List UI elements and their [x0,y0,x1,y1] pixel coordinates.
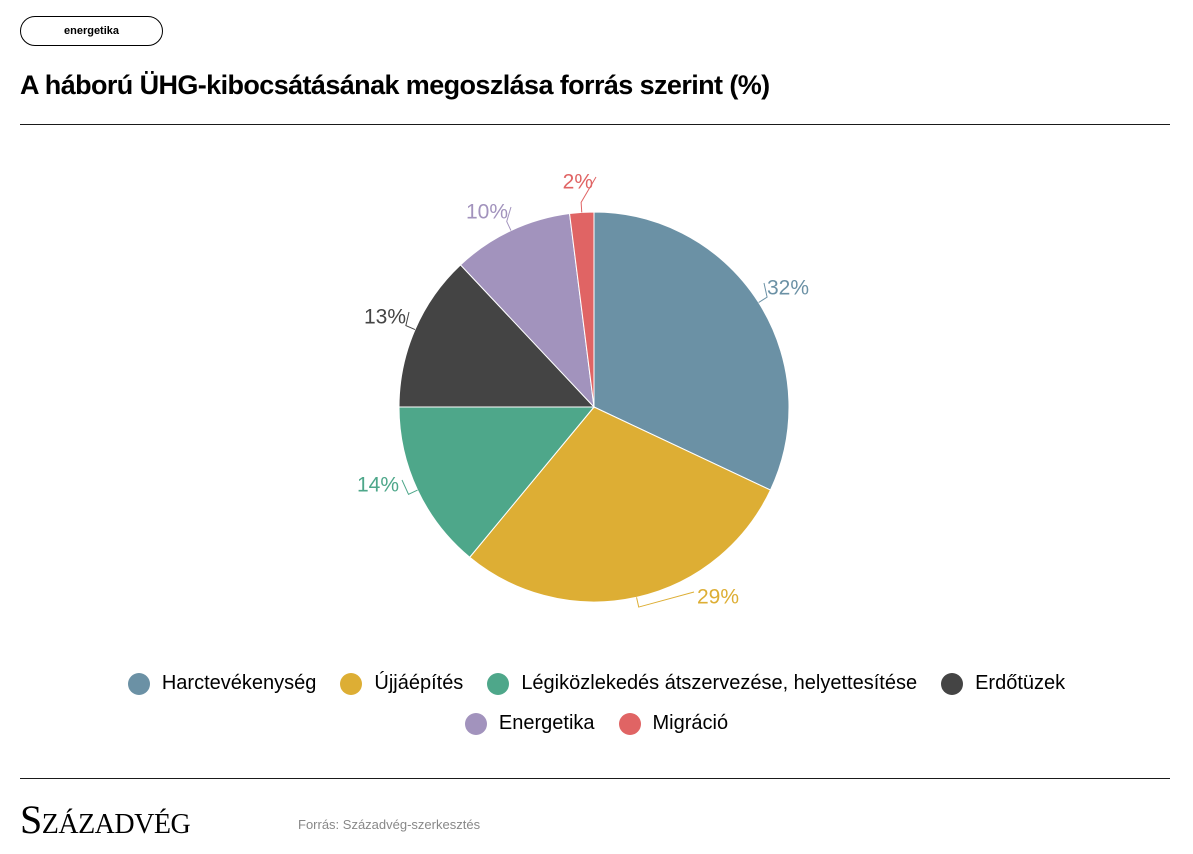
legend-label: Légiközlekedés átszervezése, helyettesít… [521,672,918,694]
legend-label: Újjáépítés [374,672,464,694]
pie-slices [398,211,790,603]
leader-line-legikozlekedes-atszervezese-helyettesitese [401,479,418,495]
legend-swatch [941,672,964,695]
leader-line-harctevekenyseg [758,282,768,303]
legend-label: Erdőtüzek [975,672,1066,694]
legend-swatch [487,672,510,695]
legend-swatch [464,712,487,735]
pie-chart: 32% 29% 14% 13% 10% 2% [357,171,809,609]
pie-slice-legikozlekedes-atszervezese-helyettesitese[interactable] [398,406,596,558]
pie-slice-ujjaepites[interactable] [468,406,772,603]
category-tag[interactable]: energetika [20,16,163,46]
legend-item-legikozlekedes-atszervezese-helyettesitese[interactable]: Légiközlekedés átszervezése, helyettesít… [487,672,917,695]
leader-line-ujjaepites [636,591,695,608]
category-tag-label: energetika [63,25,120,37]
value-label-harctevekenyseg: 32% [767,277,809,300]
leader-line-erdotuzek [405,311,416,331]
chart-title: A háború ÜHG-kibocsátásának megoszlása f… [20,70,770,100]
legend-row-2: Energetika Migráció [0,712,1193,735]
value-label-migracio: 2% [563,171,593,194]
legend-swatch [618,712,641,735]
leader-line-migracio [580,176,597,213]
label-leader-lines [401,176,768,608]
value-label-erdotuzek: 13% [364,306,406,329]
legend-item-energetika[interactable]: Energetika [464,712,595,735]
legend-item-migracio[interactable]: Migráció [618,712,729,735]
pie-slice-migracio[interactable] [569,211,595,408]
legend-swatch [127,672,150,695]
legend-item-ujjaepites[interactable]: Újjáépítés [340,672,463,695]
pie-slice-harctevekenyseg[interactable] [593,211,790,491]
source-note: Forrás: Századvég-szerkesztés [298,817,481,832]
slice-value-labels: 32% 29% 14% 13% 10% 2% [357,171,809,609]
legend-item-erdotuzek[interactable]: Erdőtüzek [941,672,1065,695]
legend-item-harctevekenyseg[interactable]: Harctevékenység [127,672,317,695]
legend-label: Energetika [498,712,595,734]
legend-row-1: Harctevékenység Újjáépítés Légiközlekedés … [0,672,1193,695]
value-label-energetika: 10% [466,201,508,224]
legend-label: Harctevékenység [161,672,317,694]
legend-swatch [340,672,363,695]
pie-slice-energetika[interactable] [459,212,595,409]
footer-divider [20,778,1170,779]
legend-label: Migráció [652,712,729,734]
value-label-legikozlekedes-atszervezese-helyettesitese: 14% [357,474,399,497]
leader-line-energetika [506,206,512,231]
value-label-ujjaepites: 29% [697,586,739,609]
brand-logo: Századvég [20,797,191,842]
title-divider [20,124,1170,125]
